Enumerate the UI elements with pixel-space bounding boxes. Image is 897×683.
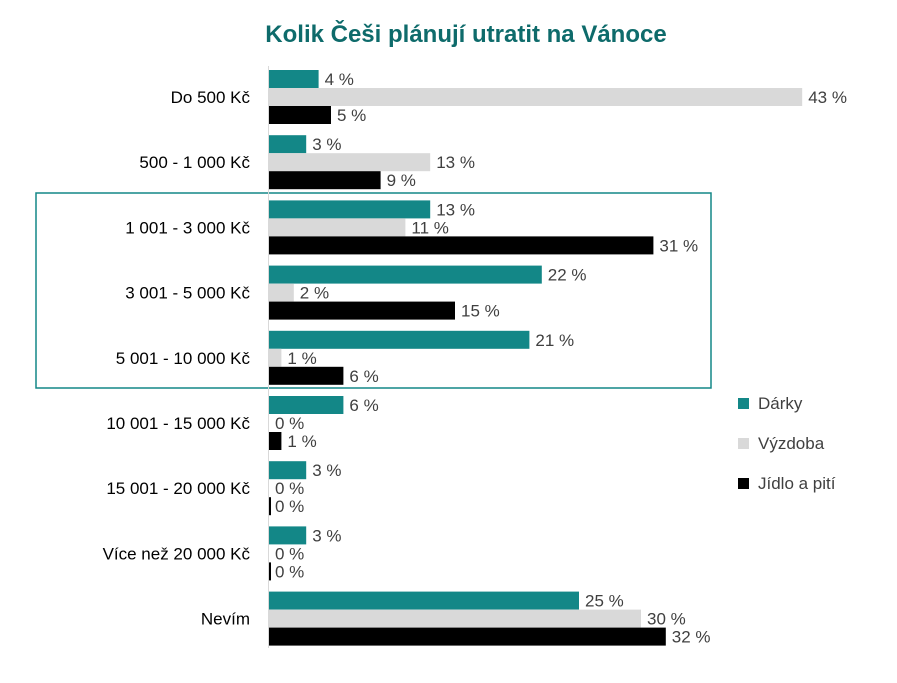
bar-v-zdoba-5 <box>269 348 282 367</box>
value-label: 0 % <box>275 544 304 563</box>
legend: Dárky Výzdoba Jídlo a pití <box>738 394 836 493</box>
bar-d-rky-7 <box>269 461 307 480</box>
bar-d-rky-3 <box>269 200 431 219</box>
value-label: 15 % <box>461 302 500 321</box>
bar-d-rky-4 <box>269 265 542 284</box>
value-label: 22 % <box>548 266 587 285</box>
bars-group: 4 %43 %5 %3 %13 %9 %13 %11 %31 %22 %2 %1… <box>269 70 847 647</box>
value-label: 13 % <box>436 200 475 219</box>
category-label: 3 001 - 5 000 Kč <box>125 284 250 303</box>
category-label: 15 001 - 20 000 Kč <box>106 479 250 498</box>
value-label: 2 % <box>300 284 329 303</box>
value-label: 4 % <box>325 70 354 89</box>
bar-j-dlo-a-pit-8 <box>269 562 271 581</box>
value-label: 0 % <box>275 479 304 498</box>
value-label: 0 % <box>275 414 304 433</box>
legend-label-v-zdoba: Výzdoba <box>758 434 825 453</box>
category-label: Více než 20 000 Kč <box>103 544 251 563</box>
value-label: 43 % <box>808 88 847 107</box>
value-label: 1 % <box>287 349 316 368</box>
value-label: 5 % <box>337 106 366 125</box>
bar-d-rky-6 <box>269 396 344 414</box>
bar-v-zdoba-1 <box>269 88 803 106</box>
value-label: 25 % <box>585 592 624 611</box>
chart-title: Kolik Češi plánují utratit na Vánoce <box>265 20 666 48</box>
bar-j-dlo-a-pit-6 <box>269 432 282 450</box>
category-label: 5 001 - 10 000 Kč <box>116 349 251 368</box>
value-label: 3 % <box>312 526 341 545</box>
value-label: 6 % <box>349 367 378 386</box>
category-labels: Do 500 Kč 500 - 1 000 Kč 1 001 - 3 000 Kč 3… <box>103 88 251 629</box>
value-label: 6 % <box>349 396 378 415</box>
bar-j-dlo-a-pit-9 <box>269 627 666 646</box>
highlight-box <box>35 192 712 389</box>
value-label: 11 % <box>411 218 449 237</box>
legend-label-d-rky: Dárky <box>758 394 803 413</box>
bar-j-dlo-a-pit-7 <box>269 497 271 516</box>
legend-swatch-v-zdoba <box>738 438 749 449</box>
legend-swatch-d-rky <box>738 398 749 409</box>
bar-j-dlo-a-pit-2 <box>269 171 381 190</box>
bar-v-zdoba-2 <box>269 153 431 172</box>
category-label: 10 001 - 15 000 Kč <box>106 414 250 433</box>
value-label: 32 % <box>672 628 711 647</box>
bar-v-zdoba-9 <box>269 609 641 628</box>
bar-j-dlo-a-pit-5 <box>269 366 344 385</box>
bar-j-dlo-a-pit-3 <box>269 236 654 255</box>
bar-d-rky-9 <box>269 591 579 610</box>
category-label: Do 500 Kč <box>171 88 251 107</box>
bar-v-zdoba-4 <box>269 283 294 302</box>
category-label: 500 - 1 000 Kč <box>139 153 250 172</box>
value-label: 1 % <box>287 432 316 451</box>
bar-d-rky-8 <box>269 526 307 545</box>
bar-v-zdoba-3 <box>269 218 406 237</box>
value-label: 31 % <box>659 236 698 255</box>
bar-d-rky-5 <box>269 330 530 349</box>
legend-label-j-dlo-a-pit: Jídlo a pití <box>758 474 836 493</box>
value-label: 3 % <box>312 135 341 154</box>
value-label: 9 % <box>387 171 416 190</box>
bar-j-dlo-a-pit-4 <box>269 301 455 320</box>
bar-d-rky-1 <box>269 70 319 88</box>
legend-swatch-j-dlo-a-pit <box>738 478 749 489</box>
value-label: 13 % <box>436 153 475 172</box>
bar-j-dlo-a-pit-1 <box>269 106 331 124</box>
value-label: 0 % <box>275 562 304 581</box>
value-label: 21 % <box>535 331 574 350</box>
value-label: 30 % <box>647 610 686 629</box>
category-label: Nevím <box>201 610 250 629</box>
category-label: 1 001 - 3 000 Kč <box>125 218 250 237</box>
value-label: 3 % <box>312 461 341 480</box>
value-label: 0 % <box>275 497 304 516</box>
bar-d-rky-2 <box>269 135 307 154</box>
